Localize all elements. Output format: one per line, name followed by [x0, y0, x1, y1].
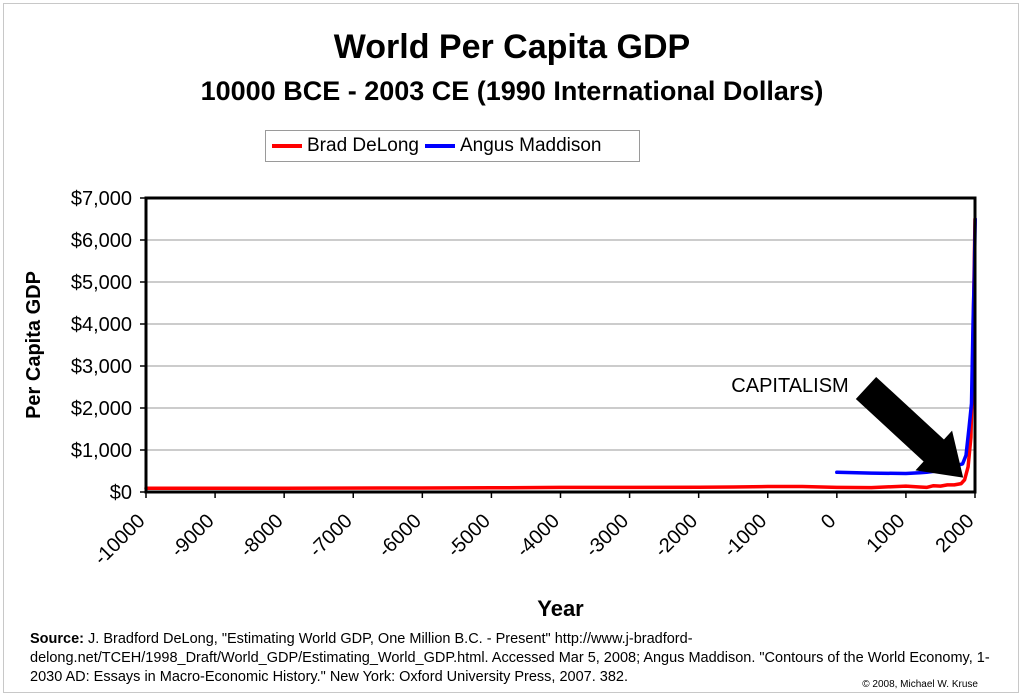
x-tick-label: 0: [817, 510, 840, 533]
source-text: J. Bradford DeLong, "Estimating World GD…: [30, 631, 990, 685]
x-tick-label: 2000: [932, 510, 979, 557]
x-tick-label: -9000: [167, 510, 219, 562]
y-tick-label: $6,000: [71, 230, 132, 252]
x-tick-label: -10000: [90, 510, 150, 570]
x-tick-label: 1000: [862, 510, 909, 557]
legend-item-delong: Brad DeLong: [272, 135, 419, 157]
legend: Brad DeLong Angus Maddison: [265, 130, 640, 162]
x-tick-label: -7000: [305, 510, 357, 562]
capitalism-arrow-shape: [855, 376, 964, 478]
x-tick-label: -1000: [720, 510, 772, 562]
x-tick-label: -6000: [374, 510, 426, 562]
y-tick-label: $5,000: [71, 272, 132, 294]
x-tick-label: -2000: [650, 510, 702, 562]
y-tick-label: $1,000: [71, 440, 132, 462]
chart-frame: [3, 3, 1019, 693]
y-tick-label: $3,000: [71, 356, 132, 378]
x-tick-label: -8000: [236, 510, 288, 562]
y-tick-label: $7,000: [71, 188, 132, 210]
series-line-delong: [144, 217, 977, 490]
source-label: Source:: [30, 631, 84, 647]
y-tick-label: $0: [110, 482, 132, 504]
chart-subtitle: 10000 BCE - 2003 CE (1990 International …: [200, 76, 824, 106]
legend-swatch-maddison: [424, 144, 455, 148]
y-tick-label: $2,000: [71, 398, 132, 420]
y-axis-label: Per Capita GDP: [23, 271, 45, 419]
plot-area-border: [144, 196, 977, 494]
copyright: © 2008, Michael W. Kruse: [862, 679, 978, 690]
x-axis-label: Year: [537, 596, 584, 621]
legend-item-maddison: Angus Maddison: [424, 135, 602, 157]
legend-swatch-delong: [272, 144, 302, 148]
annotation-capitalism: CAPITALISM: [731, 375, 848, 397]
legend-label-delong: Brad DeLong: [307, 135, 419, 156]
legend-label-maddison: Angus Maddison: [459, 135, 602, 156]
source-note: Source: J. Bradford DeLong, "Estimating …: [30, 630, 990, 687]
capitalism-arrow: [855, 376, 964, 478]
chart-title: World Per Capita GDP: [333, 28, 691, 66]
x-tick-label: -5000: [443, 510, 495, 562]
x-tick-label: -4000: [512, 510, 564, 562]
x-tick-label: -3000: [581, 510, 633, 562]
y-tick-label: $4,000: [71, 314, 132, 336]
